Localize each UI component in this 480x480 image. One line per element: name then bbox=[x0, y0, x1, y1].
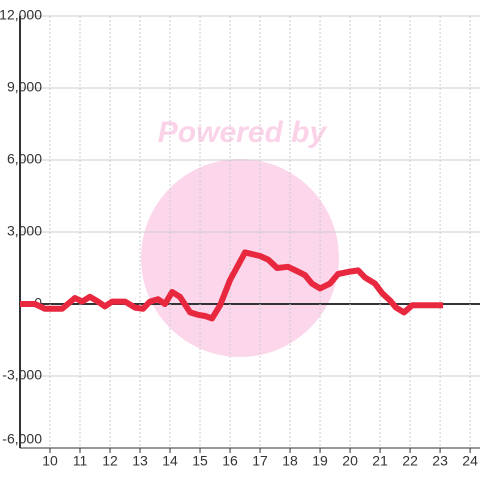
x-tick-label: 23 bbox=[432, 453, 448, 469]
x-tick-label: 20 bbox=[342, 453, 358, 469]
x-tick-label: 19 bbox=[312, 453, 328, 469]
y-tick-label: 12,000 bbox=[0, 7, 42, 23]
x-tick-label: 21 bbox=[372, 453, 388, 469]
y-tick-label: 3,000 bbox=[7, 223, 42, 239]
y-tick-label: 6,000 bbox=[7, 151, 42, 167]
x-tick-label: 18 bbox=[282, 453, 298, 469]
x-tick-label: 17 bbox=[252, 453, 268, 469]
x-tick-label: 14 bbox=[162, 453, 178, 469]
x-tick-label: 22 bbox=[402, 453, 418, 469]
x-tick-label: 24 bbox=[462, 453, 478, 469]
x-tick-label: 15 bbox=[192, 453, 208, 469]
x-tick-label: 10 bbox=[42, 453, 58, 469]
x-tick-label: 16 bbox=[222, 453, 238, 469]
data-line bbox=[20, 249, 444, 322]
y-tick-label: -6,000 bbox=[2, 431, 42, 447]
x-tick-label: 12 bbox=[102, 453, 118, 469]
x-tick-label: 11 bbox=[73, 453, 88, 469]
watermark-text: Powered by bbox=[158, 116, 328, 149]
y-tick-label: 9,000 bbox=[7, 79, 42, 95]
y-tick-label: -3,000 bbox=[2, 367, 42, 383]
x-tick-label: 13 bbox=[132, 453, 148, 469]
